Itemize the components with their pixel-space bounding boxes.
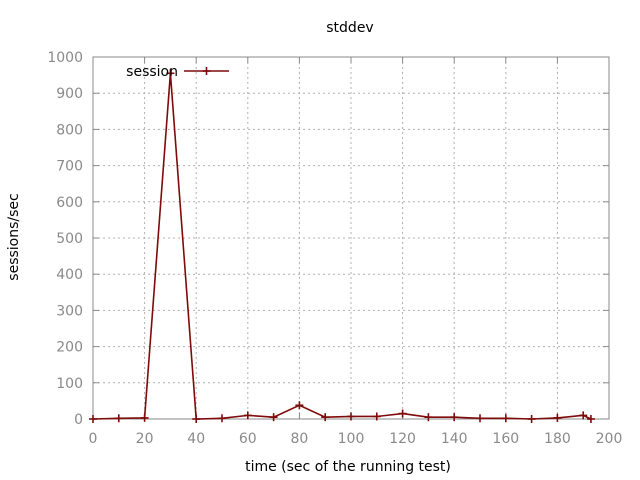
data-point-marker — [450, 413, 459, 422]
data-point-marker — [218, 414, 226, 423]
y-tick-label: 700 — [56, 159, 83, 175]
data-point-marker — [553, 413, 562, 422]
x-tick-label: 0 — [89, 431, 98, 447]
y-tick-label: 1000 — [47, 50, 83, 66]
x-axis-title: time (sec of the running test) — [245, 459, 451, 475]
data-point-marker — [476, 414, 484, 423]
data-point-marker — [114, 414, 123, 423]
y-tick-label: 400 — [56, 267, 83, 283]
x-tick-label: 60 — [239, 431, 257, 447]
data-point-marker — [347, 412, 355, 421]
data-point-marker — [527, 415, 536, 423]
data-point-marker — [586, 415, 595, 423]
data-point-marker — [398, 409, 407, 418]
data-point-marker — [192, 415, 201, 423]
data-point-marker — [579, 411, 588, 420]
x-tick-label: 120 — [389, 431, 416, 447]
data-point-marker — [295, 401, 304, 410]
legend: session — [126, 64, 229, 80]
x-tick-label: 200 — [596, 431, 623, 447]
data-point-marker — [89, 415, 97, 423]
x-tick-label: 140 — [441, 431, 468, 447]
series-layer — [89, 69, 595, 423]
y-tick-label: 500 — [56, 231, 83, 247]
data-point-marker — [321, 413, 330, 422]
x-tick-label: 180 — [544, 431, 571, 447]
x-tick-label: 100 — [338, 431, 365, 447]
data-point-marker — [166, 69, 175, 78]
axes: 0 20 40 60 80 100 120 140 160 180 200 0 100 200 300 400… — [47, 50, 622, 447]
y-tick-label: 0 — [74, 412, 83, 428]
data-point-marker — [501, 414, 510, 423]
data-point-marker — [269, 413, 278, 422]
legend-marker — [202, 67, 211, 75]
y-tick-label: 100 — [56, 376, 83, 392]
data-point-marker — [243, 411, 252, 420]
y-tick-label: 300 — [56, 303, 83, 319]
y-tick-label: 600 — [56, 195, 83, 211]
grid — [93, 57, 609, 419]
chart-title: stddev — [326, 20, 373, 36]
x-tick-label: 80 — [290, 431, 308, 447]
y-tick-label: 900 — [56, 86, 83, 102]
y-tick-label: 200 — [56, 340, 83, 356]
data-point-marker — [372, 412, 381, 421]
y-tick-label: 800 — [56, 122, 83, 138]
series-line-session — [92, 73, 592, 420]
x-tick-label: 40 — [187, 431, 205, 447]
x-tick-label: 160 — [492, 431, 519, 447]
data-point-marker — [140, 413, 149, 422]
data-point-marker — [424, 413, 433, 422]
x-tick-label: 20 — [136, 431, 154, 447]
legend-label: session — [126, 64, 178, 80]
y-axis-title: sessions/sec — [6, 193, 22, 280]
